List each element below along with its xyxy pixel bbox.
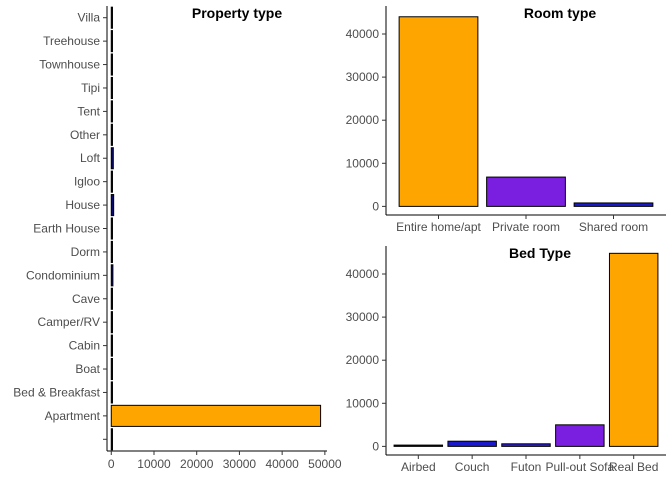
bed-type-bar-pull-out-sofa [555, 424, 605, 447]
property-bar-loft [110, 147, 114, 170]
property-y-label-townhouse: Townhouse [39, 58, 100, 72]
bed-type-bar-couch [447, 440, 497, 447]
property-x-label-40000: 40000 [265, 457, 299, 471]
bed-type-bar-airbed [393, 444, 444, 447]
room-type-panel: Room type Entire home/apt Private room Sha… [346, 5, 666, 234]
property-type-bars [110, 6, 322, 451]
room-type-y-label-20000: 20000 [346, 113, 380, 127]
property-bar-townhouse [110, 53, 113, 76]
property-bar-igloo [110, 170, 113, 193]
property-bar-apartment [110, 404, 322, 427]
room-type-bar-private-room [486, 176, 566, 207]
bed-type-y-label-10000: 10000 [346, 396, 380, 410]
property-bar-condominium [110, 264, 114, 287]
bed-type-y-label-0: 0 [372, 439, 379, 453]
property-bar-boat [110, 357, 113, 381]
property-y-label-igloo: Igloo [74, 175, 100, 189]
bed-type-bars [393, 252, 659, 447]
room-type-y-label-30000: 30000 [346, 70, 380, 84]
property-y-label-tipi: Tipi [81, 81, 100, 95]
property-y-label-boat: Boat [75, 362, 100, 376]
property-x-label-10000: 10000 [137, 457, 171, 471]
bed-type-bar-real-bed [608, 252, 659, 447]
room-type-ticks: Entire home/apt Private room Shared room 0 1… [346, 27, 649, 234]
property-bar-house [110, 194, 115, 217]
property-y-label-bed-breakfast: Bed & Breakfast [13, 385, 100, 399]
bed-type-x-label-real-bed: Real Bed [609, 460, 658, 474]
room-type-y-label-40000: 40000 [346, 27, 380, 41]
bed-type-x-label-pull-out-sofa: Pull-out Sofa [545, 460, 614, 474]
property-x-label-0: 0 [108, 457, 115, 471]
property-y-label-tent: Tent [77, 104, 100, 118]
bed-type-bar-futon [501, 443, 551, 447]
property-bar-cabin [110, 334, 113, 357]
room-type-x-label-private-room: Private room [492, 220, 560, 234]
property-bar-blank [110, 428, 113, 451]
room-type-bar-shared-room [573, 202, 654, 207]
property-y-label-condominium: Condominium [26, 268, 100, 282]
property-bar-treehouse [110, 30, 113, 53]
room-type-x-label-shared-room: Shared room [579, 220, 648, 234]
property-bar-bed-breakfast [110, 381, 113, 404]
property-x-label-20000: 20000 [180, 457, 214, 471]
property-bar-tent [110, 100, 113, 123]
room-type-bar-entire-home-apt [398, 16, 479, 207]
bed-type-x-label-couch: Couch [455, 460, 490, 474]
bed-type-panel: Bed Type Airbed Couch Futon Pull-out SofaRe… [346, 245, 666, 474]
bed-type-title: Bed Type [509, 245, 571, 261]
room-type-y-label-10000: 10000 [346, 156, 380, 170]
property-y-label-camper-rv: Camper/RV [38, 315, 100, 329]
property-bar-dorm [110, 240, 113, 263]
property-x-label-50000: 50000 [308, 457, 342, 471]
property-y-label-apartment: Apartment [45, 409, 101, 423]
property-y-label-cabin: Cabin [69, 339, 100, 353]
room-type-bars [398, 16, 654, 207]
property-type-title: Property type [192, 5, 282, 21]
bed-type-x-label-futon: Futon [511, 460, 542, 474]
bed-type-y-label-20000: 20000 [346, 353, 380, 367]
property-y-label-earth-house: Earth House [33, 222, 100, 236]
bed-type-y-label-40000: 40000 [346, 267, 380, 281]
property-type-panel: Property type Apartment Bed & Breakfast Bo… [13, 5, 342, 471]
property-y-label-house: House [65, 198, 100, 212]
property-y-label-cave: Cave [72, 292, 100, 306]
property-y-label-dorm: Dorm [71, 245, 100, 259]
property-bar-camper-rv [110, 311, 113, 334]
bed-type-x-label-airbed: Airbed [401, 460, 436, 474]
property-bar-villa [110, 6, 113, 29]
property-bar-cave [110, 287, 113, 310]
property-y-label-treehouse: Treehouse [43, 34, 100, 48]
room-type-x-label-entire-home-apt: Entire home/apt [396, 220, 481, 234]
property-type-ticks: Apartment Bed & Breakfast Boat Cabin Camper/… [13, 11, 342, 471]
property-y-label-other: Other [70, 128, 100, 142]
room-type-y-label-0: 0 [372, 199, 379, 213]
bed-type-y-label-30000: 30000 [346, 310, 380, 324]
room-type-title: Room type [524, 5, 597, 21]
property-x-label-30000: 30000 [223, 457, 257, 471]
property-y-label-villa: Villa [78, 11, 101, 25]
property-y-label-loft: Loft [80, 151, 101, 165]
property-bar-earth-house [110, 217, 113, 240]
property-bar-other [110, 123, 113, 146]
property-bar-tipi [110, 76, 113, 100]
